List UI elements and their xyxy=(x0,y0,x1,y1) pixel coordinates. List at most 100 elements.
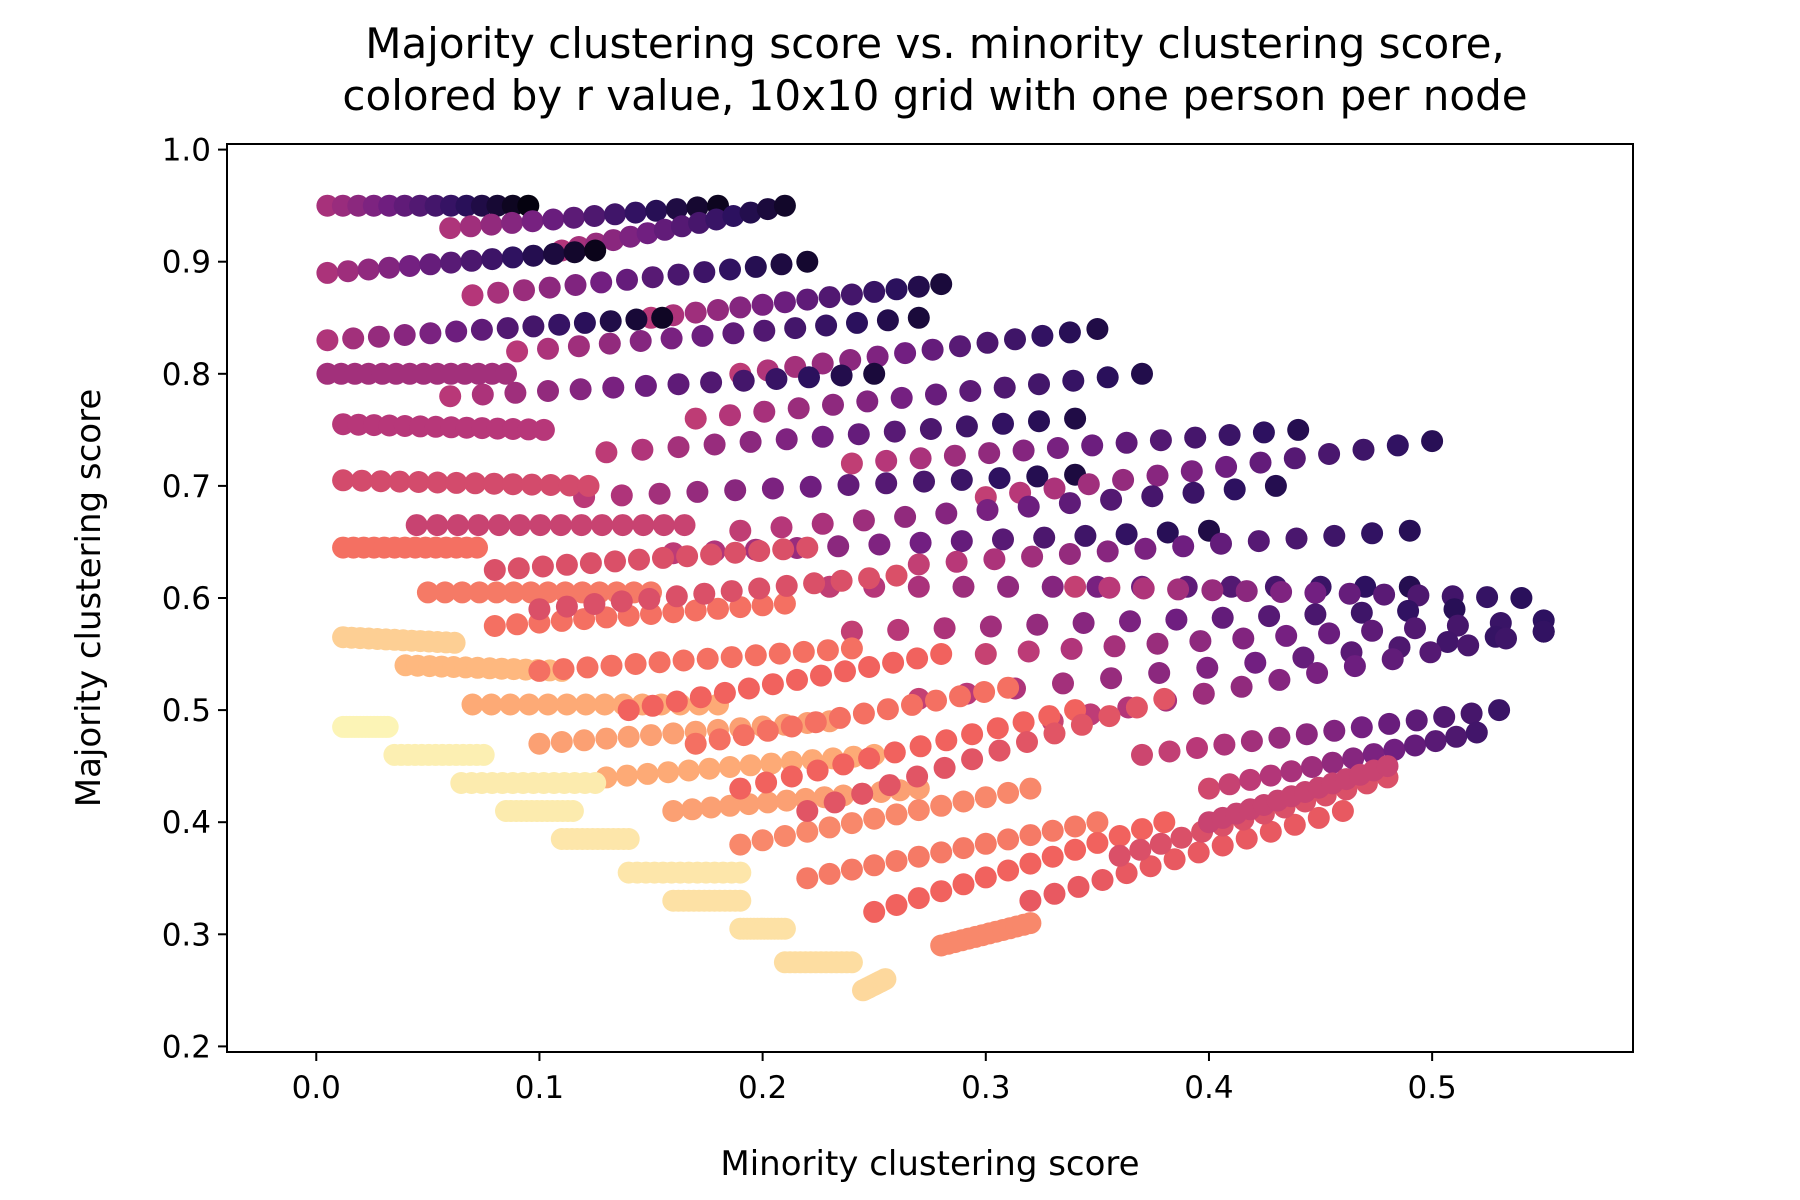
scatter-point xyxy=(1064,815,1087,838)
scatter-point xyxy=(419,322,442,345)
scatter-point xyxy=(641,266,664,289)
scatter-point xyxy=(1295,723,1318,746)
scatter-point xyxy=(1115,862,1138,885)
scatter-point xyxy=(439,217,462,240)
scatter-point xyxy=(550,731,573,753)
scatter-point xyxy=(1211,834,1234,857)
scatter-point xyxy=(1172,535,1195,558)
scatter-point xyxy=(316,329,339,352)
scatter-point xyxy=(983,548,1006,571)
scatter-point xyxy=(1424,730,1447,753)
scatter-point xyxy=(796,250,819,273)
scatter-point xyxy=(378,256,401,279)
scatter-point xyxy=(316,194,339,217)
scatter-point xyxy=(959,380,982,402)
scatter-point xyxy=(461,693,484,716)
scatter-point xyxy=(1129,838,1152,861)
scatter-point xyxy=(921,338,944,361)
scatter-point xyxy=(562,206,585,229)
scatter-point xyxy=(648,651,671,674)
scatter-point xyxy=(993,376,1016,399)
scatter-point xyxy=(961,748,984,771)
scatter-point xyxy=(1108,825,1131,847)
scatter-point xyxy=(1098,576,1121,599)
scatter-point xyxy=(1112,468,1135,491)
scatter-point xyxy=(483,559,506,581)
scatter-point xyxy=(1019,777,1042,800)
scatter-point xyxy=(978,442,1001,465)
scatter-point xyxy=(652,514,675,537)
scatter-point xyxy=(1350,716,1373,739)
scatter-point xyxy=(719,258,741,281)
scatter-point xyxy=(657,761,680,784)
scatter-point xyxy=(563,241,586,264)
scatter-point xyxy=(470,318,493,341)
scatter-point xyxy=(528,659,551,682)
scatter-point xyxy=(455,416,478,439)
scatter-point xyxy=(885,564,908,587)
scatter-point xyxy=(907,887,930,910)
scatter-point xyxy=(1012,711,1035,734)
scatter-point xyxy=(574,693,597,716)
scatter-point xyxy=(1070,713,1093,736)
scatter-point xyxy=(760,752,783,775)
scatter-point xyxy=(1103,635,1126,658)
scatter-point xyxy=(890,386,913,409)
scatter-point xyxy=(611,514,634,537)
scatter-point xyxy=(604,203,626,226)
scatter-point xyxy=(739,201,762,224)
scatter-point xyxy=(537,337,559,360)
scatter-point xyxy=(830,569,853,592)
scatter-point xyxy=(930,273,953,296)
scatter-point xyxy=(593,693,616,716)
scatter-point xyxy=(602,229,625,252)
scatter-point xyxy=(885,894,908,916)
scatter-point xyxy=(930,880,953,903)
scatter-point xyxy=(590,271,613,294)
scatter-point xyxy=(773,592,796,615)
y-tick-label: 0.2 xyxy=(162,1029,211,1065)
scatter-point xyxy=(1283,447,1306,470)
scatter-point xyxy=(506,613,529,636)
scatter-point xyxy=(1280,760,1303,783)
scatter-point xyxy=(1301,756,1323,778)
scatter-point xyxy=(775,574,798,597)
scatter-point xyxy=(907,275,930,298)
scatter-point xyxy=(1019,889,1042,912)
scatter-point xyxy=(1270,581,1293,603)
scatter-point xyxy=(332,469,355,492)
scatter-point xyxy=(1012,439,1035,462)
scatter-point xyxy=(662,722,685,745)
scatter-point xyxy=(688,211,711,234)
scatter-point xyxy=(883,420,906,443)
scatter-point xyxy=(988,467,1011,490)
scatter-point xyxy=(806,759,829,782)
scatter-point xyxy=(851,782,874,805)
scatter-point xyxy=(1218,773,1241,796)
scatter-point xyxy=(1072,612,1095,634)
scatter-point xyxy=(907,799,930,822)
scatter-point xyxy=(521,210,544,233)
scatter-point xyxy=(729,777,752,800)
scatter-point xyxy=(811,352,834,375)
scatter-point xyxy=(846,311,868,334)
scatter-point xyxy=(840,283,863,306)
scatter-point xyxy=(858,747,881,770)
scatter-point xyxy=(811,512,834,535)
scatter-point xyxy=(770,516,793,539)
scatter-point xyxy=(487,281,510,304)
scatter-point xyxy=(616,764,638,787)
scatter-point xyxy=(628,548,650,571)
scatter-point xyxy=(480,693,503,716)
scatter-point xyxy=(367,325,390,348)
x-tick-label: 0.1 xyxy=(515,1070,564,1106)
scatter-point xyxy=(648,482,671,505)
scatter-point xyxy=(952,790,975,813)
scatter-point xyxy=(822,393,844,416)
scatter-point xyxy=(459,215,482,238)
scatter-point xyxy=(378,414,401,437)
scatter-point xyxy=(1352,438,1375,461)
scatter-point xyxy=(909,735,932,758)
scatter-point xyxy=(316,261,339,284)
